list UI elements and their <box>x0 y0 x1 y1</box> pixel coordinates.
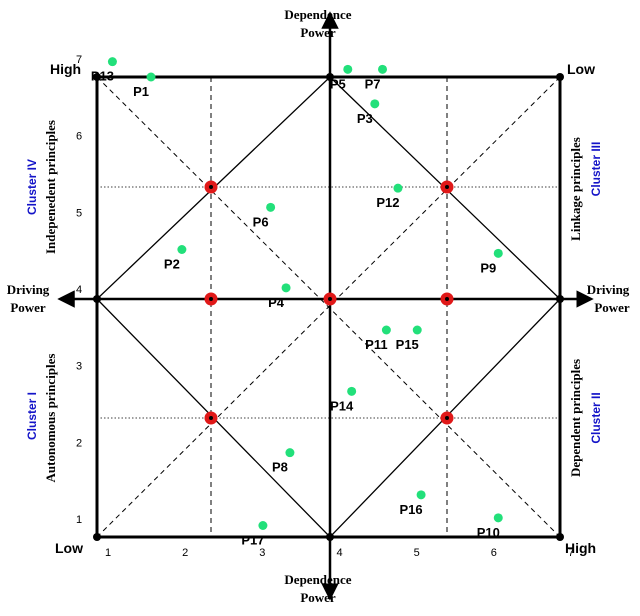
data-points: P1 P2 P3 P4 P5 P6 P7 P8 P9 P10 P11 P12 P13 P14 P15 P16 P… <box>91 57 503 548</box>
cluster-ii-name: Cluster II <box>589 392 603 443</box>
cluster-iii-name: Cluster III <box>589 142 603 197</box>
data-point-label: P13 <box>91 69 114 84</box>
data-point-marker <box>370 99 380 109</box>
y-tick-label: 4 <box>76 284 82 296</box>
x-tick-label: 1 <box>105 547 111 559</box>
data-point-marker <box>146 72 156 82</box>
node-bottom-center <box>326 533 334 541</box>
y-tick-label: 7 <box>76 54 82 66</box>
data-point-label: P12 <box>376 195 399 210</box>
data-point-label: P3 <box>357 111 373 126</box>
corner-label-bottom-left: Low <box>55 540 83 556</box>
data-point-label: P7 <box>365 76 381 91</box>
red-nodes <box>204 180 454 425</box>
y-tick-label: 6 <box>76 131 82 143</box>
data-point-marker <box>381 325 391 335</box>
data-point-marker <box>107 57 117 67</box>
red-node-mid-left <box>204 292 218 306</box>
data-point-marker <box>378 64 388 74</box>
data-point-label: P8 <box>272 460 288 475</box>
y-tick-label: 3 <box>76 361 82 373</box>
cluster-iii-principle: Linkage principles <box>568 137 583 241</box>
data-point-marker <box>493 513 503 523</box>
node-top-left <box>93 73 101 81</box>
cluster-i-name: Cluster I <box>25 392 39 440</box>
data-point-label: P16 <box>400 502 423 517</box>
cluster-iv-name: Cluster IV <box>25 159 39 215</box>
y-tick-label: 5 <box>76 207 82 219</box>
data-point-label: P6 <box>253 214 269 229</box>
red-node-mid-right <box>440 292 454 306</box>
x-tick-label: 6 <box>491 547 497 559</box>
node-right-center <box>556 295 564 303</box>
x-tick-label: 5 <box>414 547 420 559</box>
data-point-marker <box>281 283 291 293</box>
right-axis-label-line2: Power <box>594 300 630 315</box>
bottom-axis-label-line1: Dependence <box>284 572 351 587</box>
red-node-upper-right <box>440 180 454 194</box>
node-top-center <box>326 73 334 81</box>
top-axis-label-line1: Dependence <box>284 7 351 22</box>
cluster-iv-principle: Indepenedent principles <box>43 120 58 254</box>
data-point-marker <box>266 202 276 212</box>
node-bottom-right <box>556 533 564 541</box>
corner-label-bottom-right: High <box>565 540 596 556</box>
x-tick-labels: 1 2 3 4 5 6 7 <box>105 547 574 559</box>
cluster-ii-principle: Dependent principles <box>568 359 583 477</box>
node-left-center <box>93 295 101 303</box>
y-tick-labels: 1 2 3 4 5 6 7 <box>76 54 82 526</box>
data-point-label: P17 <box>241 533 264 548</box>
left-axis-label-line2: Power <box>10 300 46 315</box>
data-point-label: P15 <box>396 337 419 352</box>
data-point-marker <box>416 490 426 500</box>
node-top-right <box>556 73 564 81</box>
data-point-marker <box>177 245 187 254</box>
data-point-marker <box>347 386 357 396</box>
left-axis-label-line1: Driving <box>7 282 50 297</box>
y-tick-label: 1 <box>76 514 82 526</box>
top-axis-label-line2: Power <box>300 25 336 40</box>
right-axis-label-line1: Driving <box>587 282 630 297</box>
data-point-marker <box>343 64 353 74</box>
red-node-upper-left <box>204 180 218 194</box>
x-tick-label: 4 <box>336 547 342 559</box>
data-point-label: P9 <box>480 260 496 275</box>
corner-label-top-right: Low <box>567 61 595 77</box>
data-point-marker <box>412 325 422 335</box>
bottom-axis-label-line2: Power <box>300 590 336 605</box>
data-point-label: P11 <box>365 337 387 352</box>
data-point-label: P4 <box>268 295 285 310</box>
x-tick-label: 3 <box>259 547 265 559</box>
data-point-label: P1 <box>133 84 149 99</box>
y-tick-label: 2 <box>76 437 82 449</box>
x-tick-label: 7 <box>568 547 574 559</box>
data-point-label: P2 <box>164 257 180 272</box>
red-node-lower-right <box>440 411 454 425</box>
red-node-center <box>323 292 337 306</box>
x-tick-label: 2 <box>182 547 188 559</box>
data-point-marker <box>258 521 268 530</box>
red-node-lower-left <box>204 411 218 425</box>
cluster-i-principle: Autonomous principles <box>43 354 58 483</box>
data-point-marker <box>493 248 503 258</box>
data-point-label: P14 <box>330 398 354 413</box>
data-point-marker <box>393 183 403 193</box>
black-nodes <box>93 73 564 541</box>
data-point-marker <box>285 448 295 458</box>
node-bottom-left <box>93 533 101 541</box>
corner-label-top-left: High <box>50 61 81 77</box>
data-point-label: P5 <box>330 76 346 91</box>
data-point-label: P10 <box>477 525 500 540</box>
